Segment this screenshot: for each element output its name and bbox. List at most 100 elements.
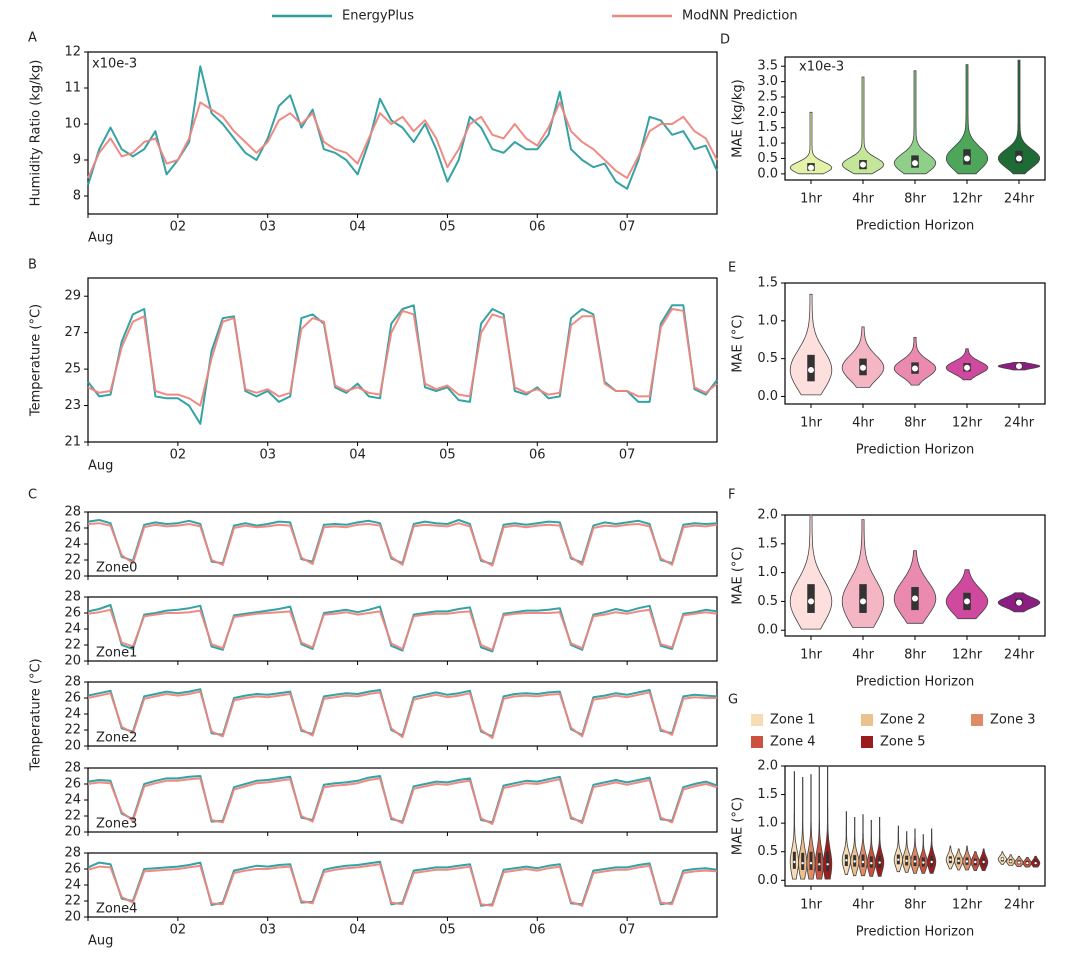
violin-median — [793, 860, 796, 864]
y-tick-label: 24 — [64, 793, 81, 808]
violin-median — [870, 861, 873, 865]
legend-swatch — [971, 714, 983, 726]
y-tick-label: 26 — [64, 521, 81, 536]
y-tick-label: 29 — [64, 289, 81, 304]
violin-body — [841, 326, 885, 388]
legend-swatch — [751, 736, 763, 748]
y-tick-label: 22 — [64, 894, 81, 909]
zone-label: Zone1 — [96, 646, 137, 661]
x-tick-label: 03 — [259, 923, 276, 938]
legend-label: Zone 2 — [880, 713, 926, 728]
y-tick-label: 20 — [64, 825, 81, 840]
series-line — [87, 519, 718, 565]
x-tick-label: 8hr — [904, 898, 927, 913]
y-axis-label: MAE (°C) — [731, 546, 746, 604]
violin-body — [814, 765, 824, 880]
violin-body — [789, 293, 833, 396]
y-tick-label: 11 — [64, 81, 81, 96]
x-tick-label: 05 — [439, 923, 456, 938]
violin-body — [798, 777, 808, 880]
x-tick-label: 24hr — [1004, 192, 1035, 207]
violin-median — [860, 161, 866, 168]
series-line — [87, 65, 718, 190]
x-tick-label: 12hr — [952, 192, 983, 207]
y-tick-label: 0.5 — [757, 594, 778, 609]
panel-letter: F — [728, 488, 735, 503]
violin-body — [945, 64, 989, 175]
panel-letter: D — [720, 33, 730, 48]
y-tick-label: 12 — [64, 45, 81, 60]
plot-frame — [87, 277, 718, 443]
x-tick-label: 06 — [529, 220, 546, 235]
violin-body — [893, 70, 937, 175]
x-axis-label: Prediction Horizon — [856, 675, 974, 690]
violin-median — [957, 859, 960, 863]
y-tick-label: 26 — [64, 691, 81, 706]
violin-median — [861, 860, 865, 864]
violin-median — [853, 860, 856, 863]
violin-box — [809, 851, 813, 870]
violin-median — [801, 861, 804, 865]
violin-body — [893, 550, 937, 624]
x-tick-label: 02 — [170, 923, 187, 938]
violin-median — [982, 860, 985, 864]
y-tick-label: 23 — [64, 398, 81, 413]
y-tick-label: 22 — [64, 553, 81, 568]
violin-body — [850, 817, 860, 877]
y-tick-label: 20 — [64, 910, 81, 925]
x-tick-label: 07 — [619, 220, 636, 235]
x-tick-label: 4hr — [852, 416, 875, 431]
y-axis-label: Temperature (°C) — [29, 658, 44, 771]
y-tick-label: 1.0 — [757, 313, 778, 328]
y-tick-label: 8 — [73, 189, 81, 204]
x-tick-label: 4hr — [852, 898, 875, 913]
violin-median — [922, 861, 925, 864]
violin-median — [1017, 861, 1021, 864]
x-axis-label: Prediction Horizon — [856, 443, 974, 458]
violin-body — [841, 811, 851, 875]
y-tick-label: 1.0 — [757, 136, 778, 151]
x-tick-label: 12hr — [952, 648, 983, 663]
series-line — [87, 608, 718, 651]
violin-median — [818, 863, 821, 866]
y-tick-label: 22 — [64, 809, 81, 824]
y-tick-label: 28 — [64, 675, 81, 690]
legend-label: ModNN Prediction — [682, 9, 798, 24]
violin-median — [1016, 599, 1022, 606]
violin-body — [910, 828, 920, 874]
y-tick-label: 1.5 — [757, 787, 778, 802]
x-tick-label: 07 — [619, 448, 636, 463]
violin-median — [912, 365, 918, 372]
violin-median — [808, 164, 814, 171]
violin-median — [1001, 857, 1004, 861]
y-tick-label: 28 — [64, 846, 81, 861]
legend-label: Zone 4 — [770, 735, 816, 750]
series-line — [87, 690, 717, 739]
x-tick-label: 12hr — [952, 416, 983, 431]
violin-box — [817, 852, 821, 872]
y-tick-label: 3.5 — [757, 59, 778, 74]
x-tick-label: 1hr — [800, 416, 823, 431]
x-tick-label: 8hr — [904, 416, 927, 431]
x-tick-label: 03 — [259, 448, 276, 463]
series-line — [87, 777, 718, 825]
violin-body — [789, 514, 833, 630]
y-tick-label: 0.5 — [757, 151, 778, 166]
zone-label: Zone2 — [96, 731, 137, 746]
x-tick-label: 04 — [349, 448, 366, 463]
panel-letter: A — [28, 31, 37, 46]
x-tick-label: 12hr — [952, 898, 983, 913]
violin-median — [930, 860, 933, 864]
violin-median — [1034, 861, 1037, 865]
violin-median — [897, 858, 900, 861]
x-tick-label: 07 — [619, 923, 636, 938]
violin-median — [1016, 363, 1022, 370]
x-tick-label: Aug — [88, 459, 113, 474]
zone-label: Zone0 — [96, 561, 137, 576]
y-tick-label: 24 — [64, 707, 81, 722]
x-tick-label: 8hr — [904, 648, 927, 663]
zone-label: Zone4 — [96, 902, 137, 917]
violin-median — [808, 598, 814, 605]
violin-median — [913, 860, 917, 863]
